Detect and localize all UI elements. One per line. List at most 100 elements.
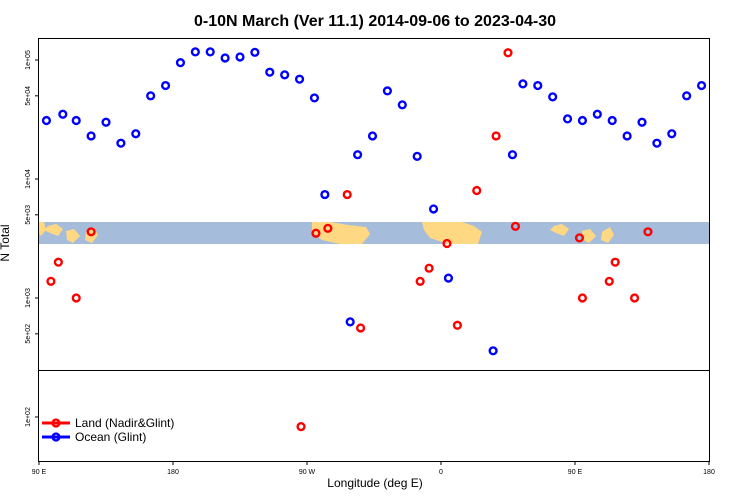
ocean-point-18 [309, 93, 320, 103]
ocean-point-2 [71, 115, 81, 126]
land-new-guinea-repeat [601, 227, 614, 243]
legend-label-land: Land (Nadir&Glint) [75, 416, 174, 430]
land-indonesia-repeat [550, 224, 569, 236]
ocean-point-14 [250, 47, 260, 57]
land-point-0 [46, 276, 56, 286]
x-tick-label-1: 180 [167, 469, 179, 476]
ocean-point-29 [507, 150, 518, 160]
x-tick-label-5: 180 [703, 469, 715, 476]
ocean-point-22 [367, 131, 378, 141]
ocean-point-1 [58, 109, 68, 119]
y-tick-label-6: 1e+05 [25, 50, 32, 70]
land-south-america [312, 222, 370, 244]
ocean-point-16 [280, 70, 290, 80]
land-point-6 [323, 223, 333, 233]
legend-entry-ocean: Ocean (Glint) [42, 430, 146, 444]
ocean-point-4 [101, 117, 111, 127]
ocean-point-23 [382, 86, 393, 96]
map-ocean-band [39, 222, 709, 244]
y-tick-label-0: 1e+02 [25, 407, 32, 427]
land-point-11 [442, 238, 452, 249]
land-borneo [66, 229, 80, 243]
x-tick-label-4: 90 E [568, 469, 583, 476]
data-points [41, 47, 707, 432]
land-point-21 [629, 293, 640, 303]
ocean-point-8 [160, 80, 171, 91]
y-tick-label-1: 5e+02 [25, 324, 32, 344]
x-axis-label: Longitude (deg E) [327, 476, 422, 490]
ocean-point-20 [345, 317, 355, 327]
ocean-point-34 [577, 115, 588, 126]
ocean-point-39 [652, 138, 662, 148]
land-point-12 [452, 320, 462, 330]
land-point-19 [604, 276, 614, 286]
land-point-10 [424, 263, 434, 273]
land-point-4 [296, 422, 306, 432]
ocean-point-7 [146, 91, 156, 101]
x-tick-label-3: 0 [439, 469, 443, 476]
land-point-5 [311, 228, 321, 238]
y-tick-label-4: 1e+04 [25, 169, 32, 189]
legend: Land (Nadir&Glint) Ocean (Glint) [42, 416, 174, 444]
ocean-point-37 [622, 131, 632, 141]
legend-marker-land [51, 418, 61, 428]
land-point-14 [491, 131, 501, 141]
y-axis-label: N Total [0, 224, 12, 261]
land-east-africa-edge [39, 222, 46, 236]
land-point-17 [574, 233, 585, 243]
ocean-point-3 [86, 131, 96, 141]
ocean-point-38 [637, 117, 647, 127]
land-borneo-repeat [582, 229, 596, 243]
world-map-strip [39, 222, 709, 244]
ocean-point-30 [518, 79, 528, 89]
ocean-point-21 [353, 150, 363, 160]
y-tick-label-2: 1e+03 [25, 288, 32, 308]
ocean-point-25 [412, 151, 422, 161]
ocean-point-10 [190, 47, 200, 57]
ocean-point-13 [235, 52, 245, 62]
ocean-point-12 [220, 53, 230, 63]
land-point-13 [472, 185, 482, 196]
land-indonesia [44, 224, 63, 236]
ocean-point-24 [397, 100, 407, 110]
ocean-point-11 [205, 47, 215, 57]
plot-frame [38, 38, 710, 462]
land-point-20 [610, 257, 620, 267]
ocean-point-5 [116, 138, 126, 148]
land-point-22 [643, 227, 653, 237]
land-point-7 [342, 189, 352, 200]
ocean-point-36 [607, 115, 617, 126]
land-africa [422, 222, 482, 244]
land-point-2 [71, 293, 81, 303]
land-point-1 [53, 257, 63, 267]
y-axis: 1e+02 5e+02 1e+03 5e+03 1e+04 5e+04 1e+05 [25, 50, 39, 427]
ocean-point-19 [320, 189, 330, 200]
ocean-point-32 [548, 92, 558, 102]
ocean-point-41 [682, 91, 692, 101]
chart-title: 0-10N March (Ver 11.1) 2014-09-06 to 202… [194, 13, 556, 30]
y-tick-label-3: 5e+03 [25, 205, 32, 225]
land-point-9 [415, 276, 425, 286]
ocean-point-9 [175, 58, 186, 68]
ocean-point-27 [443, 273, 454, 283]
x-tick-label-2: 90 W [299, 469, 316, 476]
land-point-8 [356, 323, 366, 333]
land-point-3 [86, 227, 96, 237]
ocean-point-17 [294, 74, 305, 84]
y-tick-label-5: 5e+04 [25, 86, 32, 106]
ocean-point-42 [696, 80, 707, 91]
ocean-point-26 [428, 204, 439, 214]
ocean-point-0 [41, 115, 52, 126]
legend-entry-land: Land (Nadir&Glint) [42, 416, 174, 430]
legend-label-ocean: Ocean (Glint) [75, 430, 146, 444]
ocean-point-35 [592, 109, 602, 119]
land-point-18 [577, 293, 588, 303]
ocean-point-15 [265, 67, 275, 77]
legend-marker-ocean [51, 432, 61, 442]
ocean-point-6 [131, 129, 141, 139]
ocean-point-40 [667, 129, 677, 139]
x-tick-label-0: 90 E [32, 469, 47, 476]
land-point-16 [510, 221, 521, 231]
x-axis: 90 E 180 90 W 0 90 E 180 [32, 461, 715, 476]
